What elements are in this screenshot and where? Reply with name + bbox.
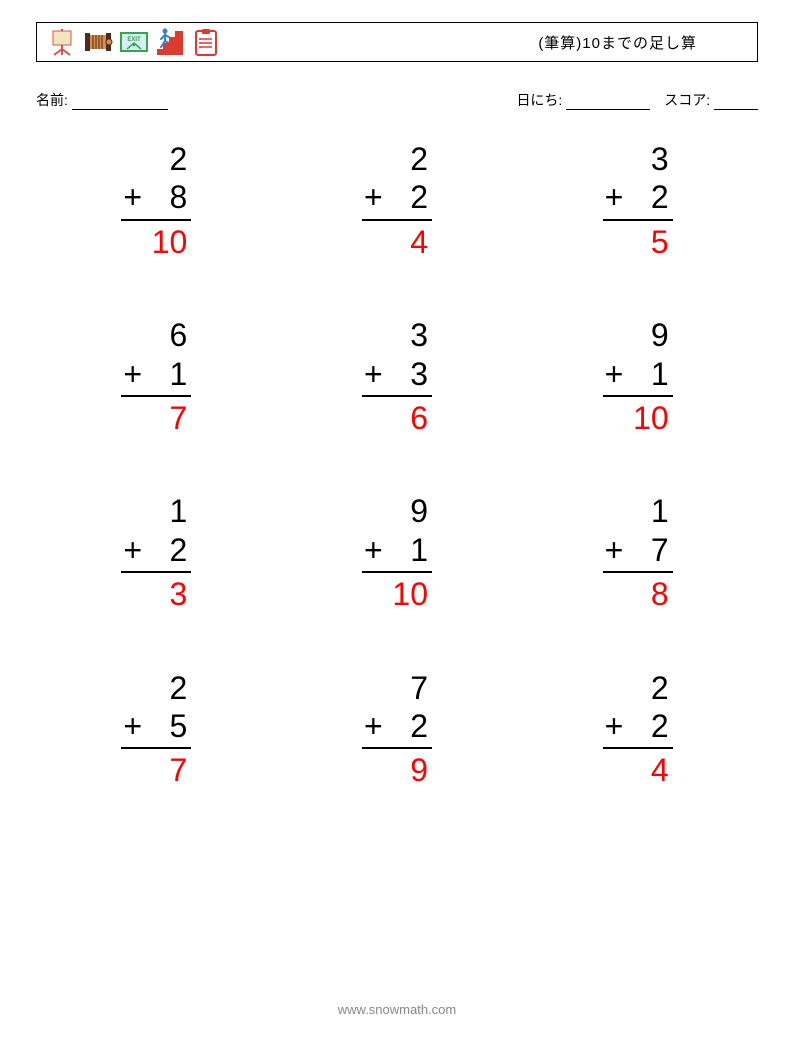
problem: 3+36 xyxy=(362,316,432,437)
problem-add-row: +2 xyxy=(362,178,432,220)
name-label: 名前: xyxy=(36,92,68,108)
problem: 2+57 xyxy=(121,669,191,790)
problem-answer: 3 xyxy=(170,573,192,613)
operator: + xyxy=(603,355,624,393)
name-blank xyxy=(72,96,168,110)
problem: 1+23 xyxy=(121,492,191,613)
problem-addend: 2 xyxy=(142,531,191,569)
problem-top-number: 7 xyxy=(410,669,432,707)
operator: + xyxy=(362,707,383,745)
problem: 9+110 xyxy=(362,492,432,613)
problem-answer: 5 xyxy=(651,221,673,261)
easel-icon xyxy=(47,27,77,57)
problem-add-row: +8 xyxy=(121,178,191,220)
problems-grid: 2+8102+243+256+173+369+1101+239+1101+782… xyxy=(36,140,758,790)
problem-addend: 2 xyxy=(623,178,672,216)
problem-top-number: 9 xyxy=(410,492,432,530)
problem-addend: 1 xyxy=(142,355,191,393)
problem-answer: 7 xyxy=(170,749,192,789)
score-blank xyxy=(714,96,758,110)
operator: + xyxy=(121,707,142,745)
problem-answer: 6 xyxy=(410,397,432,437)
header-bar: EXIT (筆算)10までの足し算 xyxy=(36,22,758,62)
score-label: スコア: xyxy=(664,92,710,108)
problem-top-number: 1 xyxy=(651,492,673,530)
problem-add-row: +1 xyxy=(603,355,673,397)
problem-answer: 10 xyxy=(392,573,432,613)
problem-answer: 10 xyxy=(633,397,673,437)
problem-answer: 4 xyxy=(651,749,673,789)
problem-add-row: +1 xyxy=(362,531,432,573)
accordion-icon xyxy=(83,27,113,57)
stairs-icon xyxy=(155,27,185,57)
problem: 1+78 xyxy=(603,492,673,613)
operator: + xyxy=(121,178,142,216)
problem-add-row: +2 xyxy=(603,707,673,749)
problem-top-number: 6 xyxy=(170,316,192,354)
problem-answer: 8 xyxy=(651,573,673,613)
operator: + xyxy=(121,355,142,393)
problem-add-row: +1 xyxy=(121,355,191,397)
problem-top-number: 2 xyxy=(651,669,673,707)
operator: + xyxy=(603,178,624,216)
operator: + xyxy=(362,178,383,216)
problem-addend: 5 xyxy=(142,707,191,745)
problem-add-row: +5 xyxy=(121,707,191,749)
svg-text:EXIT: EXIT xyxy=(127,37,141,43)
problem: 2+24 xyxy=(603,669,673,790)
header-icons: EXIT xyxy=(47,27,221,57)
problem: 7+29 xyxy=(362,669,432,790)
date-label: 日にち: xyxy=(516,92,562,108)
problem-add-row: +2 xyxy=(603,178,673,220)
exit-icon: EXIT xyxy=(119,27,149,57)
problem-add-row: +3 xyxy=(362,355,432,397)
problem-addend: 3 xyxy=(383,355,432,393)
problem: 2+810 xyxy=(121,140,191,261)
footer-url: www.snowmath.com xyxy=(0,1002,794,1017)
problem-add-row: +7 xyxy=(603,531,673,573)
problem-answer: 10 xyxy=(152,221,192,261)
problem: 6+17 xyxy=(121,316,191,437)
problem-addend: 2 xyxy=(623,707,672,745)
problem-top-number: 3 xyxy=(651,140,673,178)
operator: + xyxy=(603,531,624,569)
problem-addend: 1 xyxy=(623,355,672,393)
problem-answer: 7 xyxy=(170,397,192,437)
worksheet-title: (筆算)10までの足し算 xyxy=(538,32,747,53)
problem-addend: 2 xyxy=(383,178,432,216)
problem-top-number: 1 xyxy=(170,492,192,530)
problem-answer: 4 xyxy=(410,221,432,261)
operator: + xyxy=(362,531,383,569)
problem-answer: 9 xyxy=(410,749,432,789)
operator: + xyxy=(121,531,142,569)
problem: 3+25 xyxy=(603,140,673,261)
problem-addend: 7 xyxy=(623,531,672,569)
problem-addend: 1 xyxy=(383,531,432,569)
clipboard-icon xyxy=(191,27,221,57)
problem-top-number: 2 xyxy=(410,140,432,178)
problem-addend: 8 xyxy=(142,178,191,216)
problem-addend: 2 xyxy=(383,707,432,745)
operator: + xyxy=(362,355,383,393)
problem-top-number: 9 xyxy=(651,316,673,354)
problem-top-number: 3 xyxy=(410,316,432,354)
operator: + xyxy=(603,707,624,745)
problem-top-number: 2 xyxy=(170,669,192,707)
problem-add-row: +2 xyxy=(362,707,432,749)
problem: 2+24 xyxy=(362,140,432,261)
date-blank xyxy=(566,96,650,110)
problem-add-row: +2 xyxy=(121,531,191,573)
problem: 9+110 xyxy=(603,316,673,437)
problem-top-number: 2 xyxy=(170,140,192,178)
meta-row: 名前: 日にち: スコア: xyxy=(36,90,758,110)
